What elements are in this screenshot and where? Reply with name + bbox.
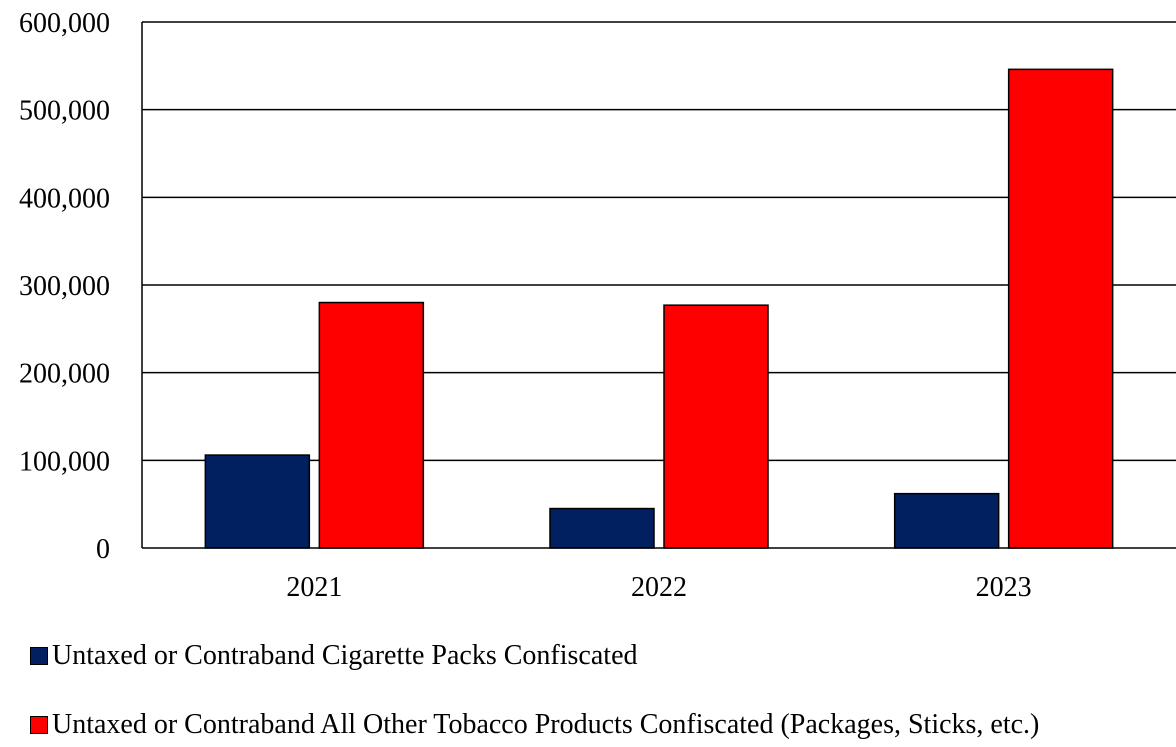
- y-axis-ticks: 0 100,000 200,000 300,000 400,000 500,000 600,…: [19, 8, 110, 565]
- x-axis-ticks: 2021 2022 2023: [286, 572, 1031, 603]
- bar-2022-series-0: [549, 507, 655, 549]
- x-tick-label: 2021: [286, 572, 342, 603]
- x-tick-label: 2023: [976, 572, 1032, 603]
- y-tick-label: 0: [96, 534, 110, 565]
- bar-2021-series-1: [318, 301, 425, 549]
- gridlines: [142, 21, 1176, 462]
- legend-item-cigarette-packs: Untaxed or Contraband Cigarette Packs Co…: [30, 640, 638, 672]
- y-tick-label: 300,000: [19, 271, 110, 302]
- y-tick-label: 500,000: [19, 96, 110, 127]
- legend-label-cigarette-packs: Untaxed or Contraband Cigarette Packs Co…: [52, 640, 638, 671]
- legend-label-other-tobacco: Untaxed or Contraband All Other Tobacco …: [52, 709, 1040, 740]
- bar-2023-series-1: [1007, 68, 1114, 549]
- y-tick-label: 400,000: [19, 183, 110, 214]
- legend-swatch-other-tobacco: [30, 716, 48, 734]
- chart: 0 100,000 200,000 300,000 400,000 500,000 600,…: [19, 8, 1176, 603]
- bar-2022-series-1: [663, 304, 769, 549]
- bars: [204, 68, 1114, 549]
- bar-2021-series-0: [204, 454, 311, 549]
- y-tick-label: 100,000: [19, 446, 110, 477]
- x-tick-label: 2022: [631, 572, 687, 603]
- y-tick-label: 200,000: [19, 359, 110, 390]
- legend-swatch-cigarette-packs: [30, 647, 48, 665]
- y-tick-label: 600,000: [19, 8, 110, 39]
- bar-2023-series-0: [893, 492, 1000, 549]
- legend-item-other-tobacco: Untaxed or Contraband All Other Tobacco …: [30, 709, 1039, 741]
